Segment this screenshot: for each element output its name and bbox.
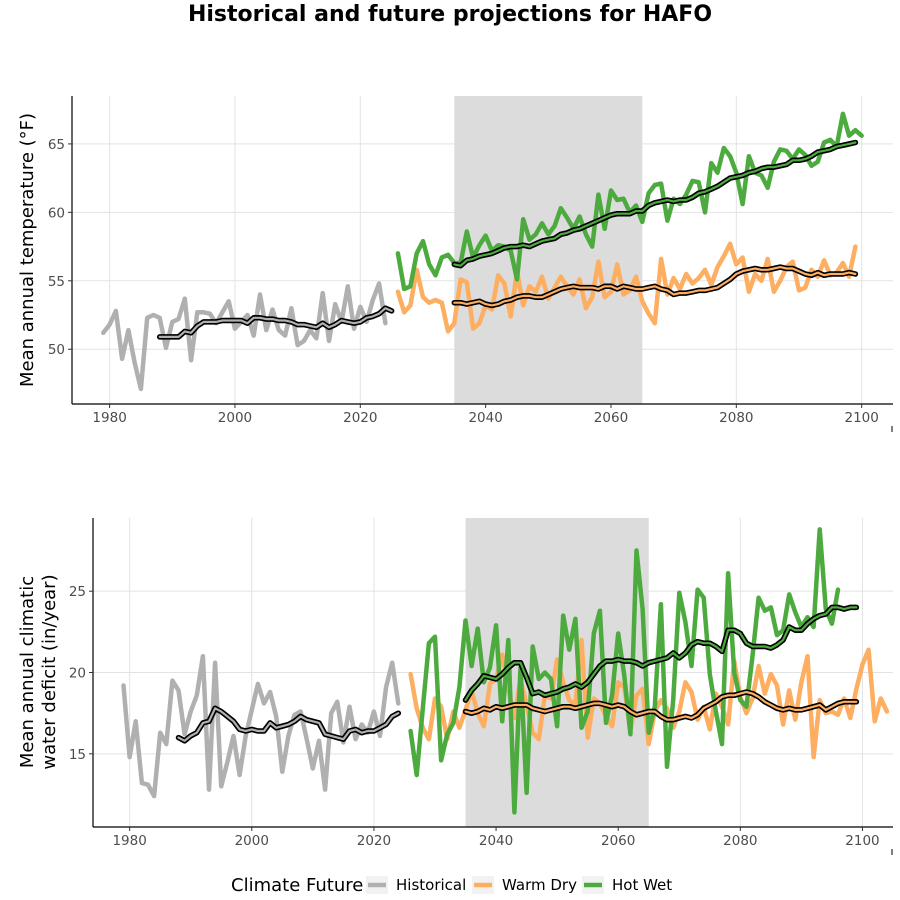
series-line-historical [121,653,401,799]
x-tick-label: 1980 [112,833,146,849]
y-tick-label: 15 [69,747,86,763]
smoothed-line-historical [158,307,393,338]
smoothed-line-hot-wet [453,141,857,267]
series-line-hot-wet [408,527,841,815]
x-tick-label: 2020 [357,833,391,849]
x-tick-label: 2080 [719,410,753,426]
legend-label-warm-dry: Warm Dry [502,876,577,894]
x-tick-label: 1980 [92,410,126,426]
x-tick-label: 2100 [845,833,879,849]
x-tick-label: 2080 [723,833,757,849]
x-tick-label: 2040 [468,410,502,426]
series-line-warm-dry [408,637,890,760]
x-tick-label: 2060 [601,833,635,849]
y-tick-label: 65 [48,137,65,153]
series-line-historical [101,281,388,392]
series-line-warm-dry [395,241,858,334]
legend-title: Climate Future [231,875,363,896]
smoothed-line-warm-dry [464,690,858,721]
temperature-panel: 1980 2000 2020 2040 2060 2080 2100 50 55 60 65 Mean… [17,96,893,432]
smoothed-line-historical [177,707,400,742]
y-tick-label: 20 [69,666,86,682]
y-tick-label: 25 [69,584,86,600]
y-axis-label: Mean annual temperature (°F) [17,113,38,387]
x-tick-label: 2040 [479,833,513,849]
legend-label-hot-wet: Hot Wet [612,876,672,894]
x-tick-label: 2000 [218,410,252,426]
y-tick-label: 55 [48,274,65,290]
x-tick-label: 2020 [343,410,377,426]
smoothed-line-hot-wet [464,606,858,702]
shaded-period [454,96,643,404]
x-tick-label: 2100 [844,410,878,426]
figure-title: Historical and future projections for HA… [188,2,712,27]
water-deficit-panel: 1980 2000 2020 2040 2060 2080 2100 15 20 25 Mean a… [17,518,893,855]
y-axis-label-line: Mean annual climatic [17,576,38,768]
x-tick-label: 2000 [235,833,269,849]
y-axis-label-line: water deficit (in/year) [39,574,60,769]
legend: Climate Future Historical Warm Dry Hot Wet [231,875,672,896]
x-tick-label: 2060 [594,410,628,426]
y-tick-label: 50 [48,342,65,358]
legend-label-historical: Historical [396,876,466,894]
y-axis-label: Mean annual climaticwater deficit (in/ye… [17,574,60,769]
smoothed-line-warm-dry [453,266,857,307]
y-tick-label: 60 [48,205,65,221]
